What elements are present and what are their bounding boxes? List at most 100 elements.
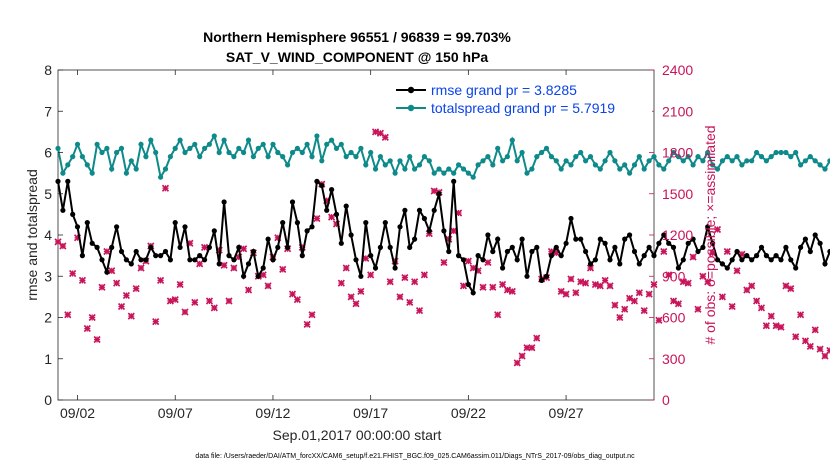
- data-point: [714, 257, 721, 263]
- data-point: [241, 149, 247, 156]
- data-point: [387, 158, 393, 164]
- y-tick-label: 7: [44, 103, 52, 119]
- obs-marker: [98, 283, 106, 291]
- data-point: [397, 158, 403, 164]
- data-point: [275, 149, 281, 156]
- obs-marker: [113, 279, 121, 287]
- obs-marker: [161, 184, 170, 192]
- data-point: [372, 265, 379, 271]
- data-point: [202, 145, 208, 151]
- data-point: [636, 154, 642, 160]
- data-point: [631, 248, 638, 255]
- data-point: [675, 265, 682, 271]
- data-point: [495, 145, 501, 151]
- data-point: [250, 154, 256, 160]
- obs-marker: [718, 293, 726, 301]
- obs-marker: [655, 316, 663, 324]
- obs-marker: [415, 307, 424, 315]
- data-point: [749, 257, 755, 263]
- obs-marker: [533, 334, 541, 342]
- data-point: [798, 244, 804, 250]
- data-point: [143, 154, 149, 160]
- obs-marker: [464, 257, 472, 265]
- data-point: [802, 236, 809, 242]
- data-point: [74, 141, 81, 147]
- data-point: [495, 236, 501, 242]
- data-point: [148, 244, 154, 250]
- data-point: [324, 207, 330, 213]
- data-point: [280, 220, 286, 226]
- data-point: [114, 149, 120, 156]
- data-point: [548, 154, 555, 160]
- data-point: [133, 248, 139, 255]
- obs-marker: [191, 298, 199, 306]
- data-point: [372, 166, 379, 172]
- data-point: [60, 207, 66, 213]
- data-point: [651, 253, 657, 259]
- obs-marker: [59, 242, 67, 250]
- obs-marker: [792, 333, 800, 341]
- data-point: [304, 141, 310, 147]
- obs-marker: [127, 312, 135, 320]
- data-point: [548, 253, 555, 259]
- data-point: [456, 253, 462, 259]
- data-point: [79, 154, 85, 160]
- data-point: [70, 154, 76, 160]
- data-point: [431, 207, 437, 213]
- series-layer: [54, 128, 830, 367]
- data-point: [197, 253, 203, 259]
- y-right-tick-label: 2400: [662, 62, 693, 78]
- data-point: [216, 149, 222, 156]
- data-point: [670, 149, 677, 156]
- obs-marker: [777, 323, 785, 331]
- data-point: [74, 224, 81, 230]
- data-point: [592, 162, 599, 168]
- obs-marker: [728, 302, 736, 311]
- obs-marker: [420, 271, 428, 279]
- y-right-tick-label: 1200: [662, 227, 693, 243]
- data-point: [460, 166, 467, 172]
- obs-marker: [679, 278, 687, 286]
- data-point: [162, 248, 169, 255]
- y-axis-label: rmse and totalspread: [24, 169, 40, 301]
- data-point: [104, 269, 110, 275]
- data-point: [353, 154, 359, 160]
- data-point: [480, 257, 486, 263]
- data-point: [260, 141, 266, 147]
- data-point: [475, 162, 481, 168]
- obs-marker: [108, 267, 116, 275]
- y-right-tick-label: 300: [662, 351, 686, 367]
- data-point: [587, 154, 594, 160]
- obs-marker: [459, 282, 468, 290]
- data-point: [294, 145, 300, 151]
- data-point: [104, 145, 110, 151]
- data-point: [558, 166, 564, 172]
- data-point: [500, 158, 506, 164]
- data-point: [568, 215, 574, 222]
- data-point: [612, 158, 618, 164]
- obs-marker: [713, 225, 722, 234]
- data-point: [285, 162, 291, 168]
- obs-marker: [621, 305, 629, 313]
- data-point: [421, 154, 427, 160]
- legend: rmse grand pr = 3.8285 totalspread grand…: [392, 75, 652, 117]
- obs-marker: [630, 297, 639, 305]
- data-point: [612, 244, 618, 250]
- data-point: [793, 149, 799, 156]
- y-tick-label: 3: [44, 268, 52, 284]
- data-point: [407, 154, 413, 160]
- data-point: [158, 174, 164, 180]
- obs-marker: [674, 300, 682, 308]
- obs-marker: [362, 254, 370, 262]
- obs-marker: [591, 280, 599, 289]
- y-right-tick-label: 1500: [662, 186, 693, 202]
- data-point: [451, 170, 457, 176]
- data-point: [65, 162, 71, 168]
- data-point: [412, 166, 418, 172]
- data-point: [392, 170, 398, 176]
- data-point: [783, 244, 789, 250]
- x-tick-label: 09/22: [451, 405, 486, 421]
- data-point: [812, 232, 818, 238]
- obs-marker: [753, 297, 761, 305]
- data-point: [573, 154, 579, 160]
